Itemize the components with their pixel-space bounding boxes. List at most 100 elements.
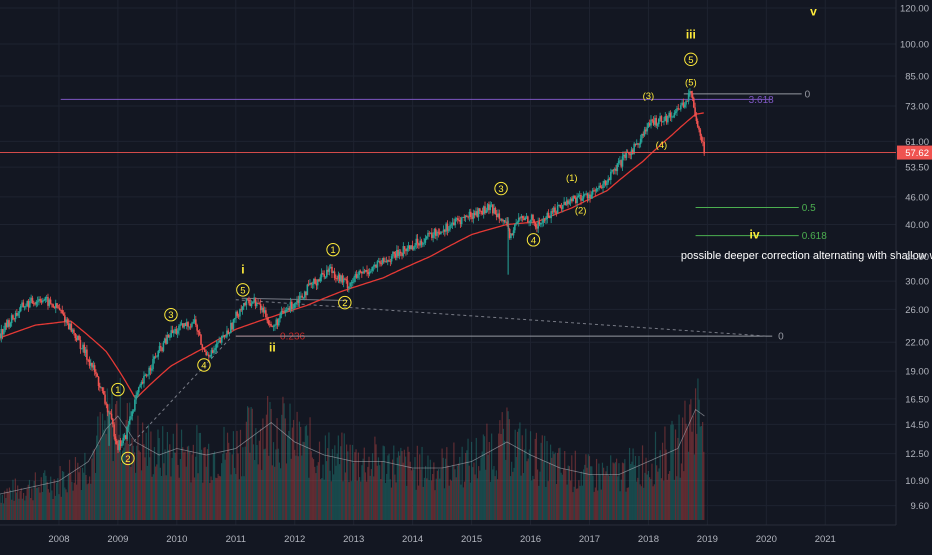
candle-body bbox=[279, 314, 281, 319]
volume-bar bbox=[465, 452, 467, 520]
y-tick-label: 30.00 bbox=[905, 277, 929, 288]
candle-body bbox=[383, 258, 385, 262]
wave-label-circle bbox=[197, 358, 211, 372]
candle-body bbox=[156, 356, 158, 358]
volume-bar bbox=[287, 435, 289, 520]
volume-bar bbox=[340, 446, 342, 520]
volume-bar bbox=[551, 457, 553, 520]
candle-body bbox=[366, 269, 368, 273]
volume-bar bbox=[425, 465, 427, 520]
volume-bar bbox=[413, 469, 415, 520]
candle-body bbox=[476, 211, 479, 217]
volume-bar bbox=[104, 420, 106, 520]
volume-bar bbox=[649, 477, 651, 520]
candle-body bbox=[71, 329, 74, 332]
volume-bar bbox=[467, 438, 469, 520]
candle-body bbox=[191, 323, 193, 327]
candle-body bbox=[278, 318, 280, 326]
candle-body bbox=[123, 435, 126, 438]
candle-body bbox=[538, 221, 541, 225]
candle-body bbox=[376, 261, 379, 268]
candle-body bbox=[9, 323, 12, 327]
volume-bar bbox=[473, 462, 475, 520]
candle-body bbox=[293, 303, 296, 308]
candle-body bbox=[388, 260, 390, 262]
candle-body bbox=[667, 116, 669, 123]
candle-body bbox=[634, 143, 637, 145]
candle-body bbox=[686, 100, 689, 102]
volume-bar bbox=[516, 431, 519, 520]
volume-bar bbox=[571, 455, 573, 520]
volume-bar bbox=[674, 429, 677, 520]
volume-bar bbox=[389, 479, 391, 520]
volume-bar bbox=[179, 459, 181, 520]
candle-body bbox=[625, 151, 628, 158]
candle-body bbox=[433, 228, 436, 235]
candle-body bbox=[519, 217, 521, 219]
y-tick-label: 10.90 bbox=[905, 476, 929, 487]
volume-bar bbox=[54, 495, 57, 520]
candle-body bbox=[196, 325, 198, 331]
candle-body bbox=[333, 271, 336, 279]
volume-bar bbox=[320, 479, 322, 520]
volume-bar bbox=[561, 474, 563, 520]
grid bbox=[0, 0, 896, 525]
volume-bar bbox=[250, 406, 252, 520]
candle-body bbox=[418, 243, 420, 246]
volume-bar bbox=[196, 425, 198, 520]
x-tick-label: 2009 bbox=[107, 534, 128, 545]
candle-body bbox=[506, 221, 508, 226]
candle-body bbox=[594, 190, 597, 192]
candle-body bbox=[589, 194, 591, 199]
candle-body bbox=[462, 217, 464, 218]
volume-bar bbox=[423, 477, 426, 520]
candle-body bbox=[663, 120, 665, 122]
volume-bar bbox=[269, 401, 271, 520]
volume-bar bbox=[298, 421, 301, 520]
volume-bar bbox=[496, 479, 499, 520]
candle-body bbox=[481, 211, 484, 215]
volume-bar bbox=[169, 444, 171, 520]
annotations: possible deeper correction alternating w… bbox=[681, 250, 932, 262]
volume-bar bbox=[590, 466, 592, 520]
x-tick-label: 2008 bbox=[48, 534, 69, 545]
volume-bar bbox=[329, 470, 331, 520]
volume-bar bbox=[606, 465, 608, 520]
volume-bar bbox=[48, 492, 51, 520]
volume-bar bbox=[646, 474, 648, 520]
volume-bar bbox=[46, 481, 48, 520]
volume-bar bbox=[508, 419, 510, 520]
volume-bar bbox=[564, 451, 566, 520]
candle-body bbox=[287, 308, 289, 311]
volume-bar bbox=[403, 449, 405, 520]
volume-bar bbox=[177, 464, 179, 520]
candle-body bbox=[703, 141, 705, 154]
volume-bar bbox=[55, 483, 58, 520]
candle-body bbox=[165, 338, 167, 344]
candle-body bbox=[392, 251, 394, 257]
volume-bar bbox=[189, 451, 191, 520]
volume-bar bbox=[241, 476, 243, 520]
candle-body bbox=[237, 315, 240, 317]
volume-bar bbox=[336, 453, 338, 520]
candle-body bbox=[167, 334, 170, 338]
volume-bar bbox=[696, 433, 698, 520]
volume-bar bbox=[146, 465, 148, 520]
candle-body bbox=[619, 160, 621, 162]
candle-body bbox=[323, 274, 326, 277]
wave-label-circle bbox=[526, 233, 541, 247]
volume-bar bbox=[147, 424, 150, 520]
fib-level-label: 3.618 bbox=[749, 95, 774, 106]
volume-bar bbox=[176, 423, 178, 520]
volume-bar bbox=[28, 479, 31, 520]
candle-body bbox=[655, 117, 658, 126]
volume-bar bbox=[351, 444, 354, 520]
volume-bar bbox=[255, 428, 257, 520]
candle-body bbox=[690, 91, 693, 94]
candle-body bbox=[258, 303, 261, 305]
volume-bar bbox=[279, 468, 282, 520]
volume-bar bbox=[494, 476, 496, 520]
candle-body bbox=[1, 329, 4, 335]
